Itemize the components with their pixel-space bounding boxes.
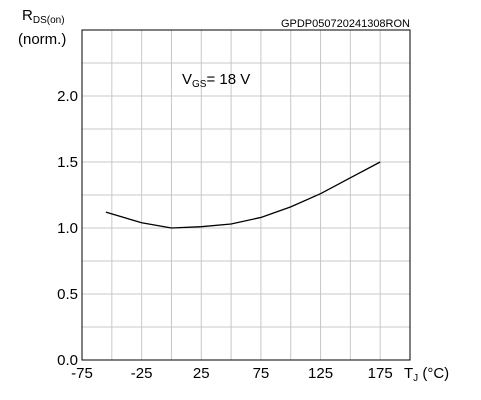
y-axis-unit: (norm.) [18,31,66,48]
x-tick-label: 175 [368,365,393,382]
x-tick-label: 125 [308,365,333,382]
x-tick-label: 75 [253,365,270,382]
y-axis-label-main: R [22,7,33,24]
x-tick-label: -75 [71,365,93,382]
y-tick-label: 1.0 [57,220,78,237]
annotation-sub: GS [192,79,207,90]
y-axis-label: RDS(on) [22,7,65,26]
tick-labels: 0.0 0.5 1.0 1.5 2.0 -75 -25 25 75 125 175 [57,88,393,382]
chart-grid [82,30,410,360]
x-tick-label: -25 [131,365,153,382]
y-tick-label: 1.5 [57,154,78,171]
annotation-main: V [182,71,192,88]
x-axis-label: TJ (°C) [404,365,449,384]
annotation-rest: = 18 V [206,71,250,88]
x-axis-label-main: T [404,365,413,382]
y-tick-label: 0.0 [57,352,78,369]
series-line [105,161,381,229]
plot-frame [81,29,411,361]
chart-code: GPDP050720241308RON [281,18,410,30]
y-tick-label: 0.5 [57,286,78,303]
vgs-annotation: VGS= 18 V [182,71,250,90]
x-tick-label: 25 [193,365,210,382]
x-axis-label-unit: (°C) [418,365,449,382]
y-tick-label: 2.0 [57,88,78,105]
y-axis-label-sub: DS(on) [33,15,65,26]
x-axis-label-sub: J [413,373,418,384]
